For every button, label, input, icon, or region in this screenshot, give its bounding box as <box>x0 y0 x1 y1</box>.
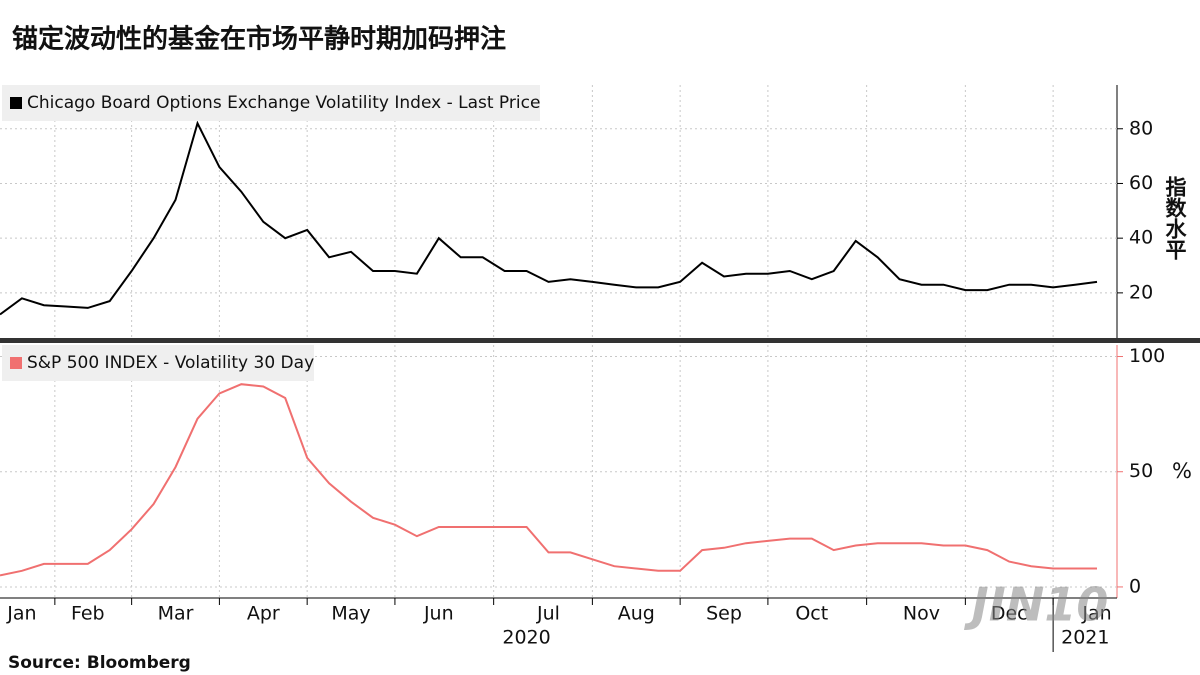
legend-box <box>2 345 314 381</box>
line <box>0 120 1098 316</box>
y-tick-label: 0 <box>1129 575 1141 597</box>
line <box>0 383 1097 577</box>
x-tick-label: Mar <box>158 603 194 625</box>
y-axis-label: % <box>1172 459 1192 483</box>
x-tick-label: Jan <box>6 603 36 625</box>
legend-label: S&P 500 INDEX - Volatility 30 Day <box>27 353 314 373</box>
legend-box <box>2 85 540 121</box>
x-tick-label: Sep <box>706 603 742 625</box>
legend-swatch <box>10 357 22 369</box>
separator <box>0 338 1200 343</box>
x-group-label: 2021 <box>1061 627 1109 649</box>
y-tick-label: 80 <box>1129 117 1153 139</box>
y-tick-label: 60 <box>1129 172 1153 194</box>
x-tick-label: Aug <box>618 603 655 625</box>
x-tick-label: Jun <box>423 603 454 625</box>
x-tick-label: May <box>331 603 370 625</box>
source: Source: Bloomberg <box>8 653 191 673</box>
x-tick-label: Oct <box>795 603 828 625</box>
x-tick-label: Dec <box>991 603 1028 625</box>
x-tick-label: Jan <box>1081 603 1111 625</box>
x-tick-label: Feb <box>71 603 105 625</box>
x-tick-label: Apr <box>247 603 280 625</box>
chart-title: 锚定波动性的基金在市场平静时期加码押注 <box>12 24 506 55</box>
legend-label: Chicago Board Options Exchange Volatilit… <box>27 93 540 113</box>
x-group-label: 2020 <box>502 627 550 649</box>
y-tick-label: 100 <box>1129 345 1165 367</box>
x-tick-label: Nov <box>903 603 940 625</box>
watermark: JIN10 <box>964 578 1109 632</box>
y-tick-label: 40 <box>1129 227 1153 249</box>
y-tick-label: 20 <box>1129 281 1153 303</box>
y-tick-label: 50 <box>1129 460 1153 482</box>
legend-swatch <box>10 97 22 109</box>
y-axis-label: 指数水平 <box>1163 176 1187 261</box>
x-tick-label: Jul <box>536 603 560 625</box>
